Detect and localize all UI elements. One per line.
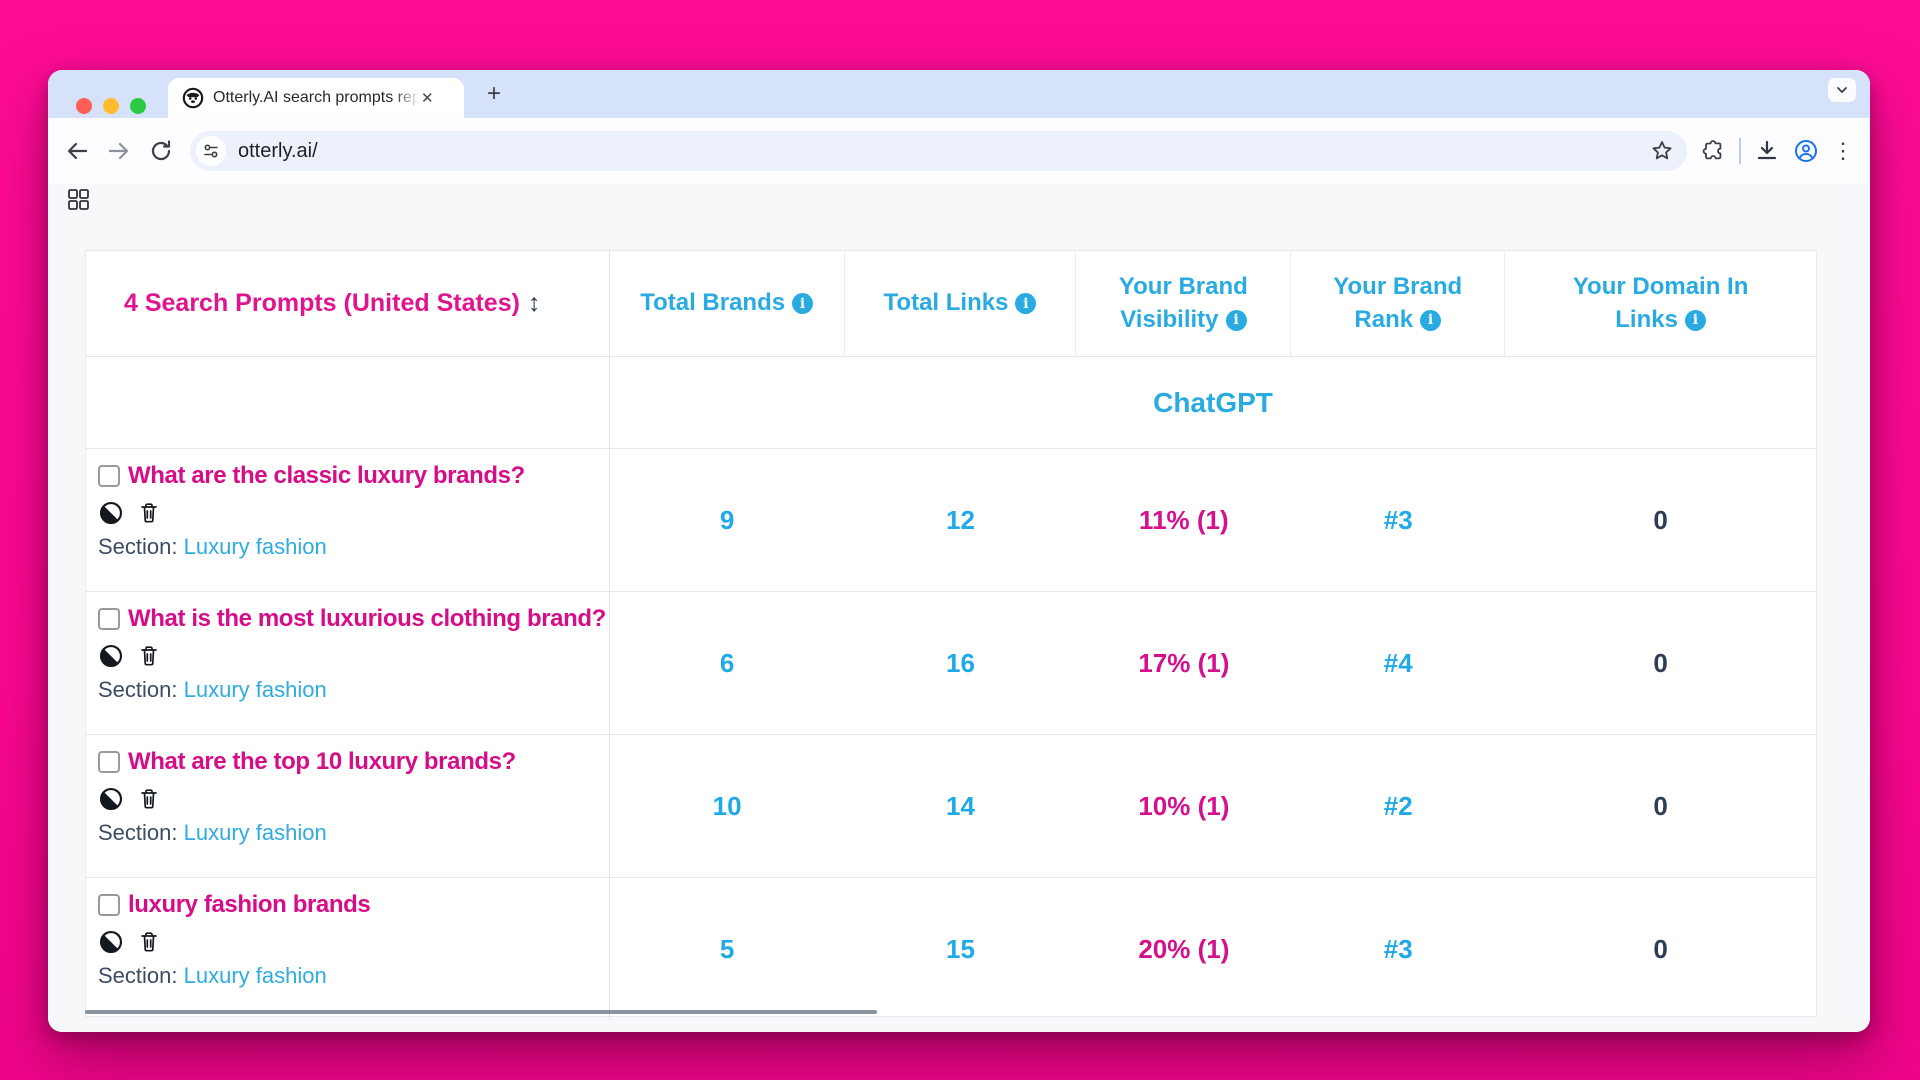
total-links-value[interactable]: 12 <box>946 504 975 535</box>
total-links-value[interactable]: 14 <box>946 790 975 821</box>
prompts-header-cell[interactable]: 4 Search Prompts (United States) ↕ <box>86 251 610 356</box>
table-row: luxury fashion brands S <box>86 878 1816 1020</box>
browser-toolbar: otterly.ai/ ⋮ <box>48 118 1870 184</box>
traffic-light-close-button[interactable] <box>76 98 92 114</box>
info-icon[interactable]: i <box>1015 293 1037 315</box>
header-brand-rank: Your Brand Rank i <box>1291 251 1506 356</box>
browser-window: Otterly.AI search prompts rep ✕ + <box>48 70 1870 1032</box>
section-link[interactable]: Luxury fashion <box>183 963 327 988</box>
back-button[interactable] <box>64 138 90 164</box>
traffic-light-minimize-button[interactable] <box>103 98 119 114</box>
table-row: What are the top 10 luxury brands? <box>86 735 1816 878</box>
brand-visibility-value[interactable]: 10% (1) <box>1138 790 1230 821</box>
total-brands-value[interactable]: 5 <box>719 933 735 964</box>
browser-tab[interactable]: Otterly.AI search prompts rep ✕ <box>168 78 464 118</box>
info-icon[interactable]: i <box>792 293 814 315</box>
table-row: What is the most luxurious clothing bran… <box>86 592 1816 735</box>
row-checkbox[interactable] <box>98 894 120 916</box>
horizontal-scrollbar-thumb[interactable] <box>85 1010 877 1014</box>
brand-rank-value[interactable]: #4 <box>1383 647 1413 678</box>
site-settings-icon[interactable] <box>196 136 226 166</box>
brand-visibility-value[interactable]: 17% (1) <box>1138 647 1230 678</box>
section-link[interactable]: Luxury fashion <box>183 534 327 559</box>
trash-icon[interactable] <box>137 930 161 954</box>
engine-banner-row: ChatGPT <box>86 357 1816 449</box>
trash-icon[interactable] <box>137 787 161 811</box>
total-brands-value[interactable]: 10 <box>712 790 742 821</box>
prompts-table: 4 Search Prompts (United States) ↕ Total… <box>85 250 1817 1020</box>
brand-rank-value[interactable]: #2 <box>1383 790 1413 821</box>
brand-visibility-value[interactable]: 20% (1) <box>1138 933 1230 964</box>
toolbar-separator <box>1739 138 1741 164</box>
otterly-favicon-icon <box>182 87 204 109</box>
total-links-value[interactable]: 15 <box>946 933 975 964</box>
domain-in-links-value: 0 <box>1653 933 1668 964</box>
section-line: Section: Luxury fashion <box>98 820 327 845</box>
contrast-circle-icon[interactable] <box>98 500 124 526</box>
chevron-down-icon <box>1837 87 1847 94</box>
new-tab-button[interactable]: + <box>486 80 501 107</box>
forward-button[interactable] <box>106 138 132 164</box>
domain-in-links-value: 0 <box>1653 647 1668 678</box>
info-icon[interactable]: i <box>1225 309 1247 331</box>
total-links-value[interactable]: 16 <box>946 647 975 678</box>
section-line: Section: Luxury fashion <box>98 963 327 988</box>
info-icon[interactable]: i <box>1684 309 1706 331</box>
tab-strip-chevron-button[interactable] <box>1828 78 1856 102</box>
row-checkbox[interactable] <box>98 608 120 630</box>
address-bar[interactable]: otterly.ai/ <box>190 131 1687 171</box>
browser-menu-icon[interactable]: ⋮ <box>1832 138 1854 163</box>
domain-in-links-value: 0 <box>1653 790 1668 821</box>
section-line: Section: Luxury fashion <box>98 677 327 702</box>
contrast-circle-icon[interactable] <box>98 643 124 669</box>
prompt-title[interactable]: luxury fashion brands <box>128 891 371 918</box>
profile-avatar-icon[interactable] <box>1793 138 1819 164</box>
brand-rank-value[interactable]: #3 <box>1383 933 1413 964</box>
header-total-brands: Total Brands i <box>610 251 845 356</box>
prompt-title[interactable]: What is the most luxurious clothing bran… <box>128 605 606 632</box>
bookmark-star-icon[interactable] <box>1649 138 1675 164</box>
contrast-circle-icon[interactable] <box>98 786 124 812</box>
total-brands-value[interactable]: 9 <box>719 504 735 535</box>
tab-strip: Otterly.AI search prompts rep ✕ + <box>48 70 1870 118</box>
table-header-row: 4 Search Prompts (United States) ↕ Total… <box>86 251 1816 357</box>
prompt-title[interactable]: What are the top 10 luxury brands? <box>128 748 516 775</box>
domain-in-links-value: 0 <box>1653 504 1668 535</box>
contrast-circle-icon[interactable] <box>98 929 124 955</box>
engine-banner-label: ChatGPT <box>1153 386 1273 418</box>
brand-visibility-value[interactable]: 11% (1) <box>1139 504 1229 535</box>
reload-button[interactable] <box>148 138 174 164</box>
info-icon[interactable]: i <box>1420 309 1442 331</box>
traffic-light-maximize-button[interactable] <box>130 98 146 114</box>
header-total-links: Total Links i <box>845 251 1077 356</box>
header-domain-in-links: Your Domain In Links i <box>1572 273 1749 333</box>
tab-title: Otterly.AI search prompts rep <box>213 89 419 106</box>
extensions-icon[interactable] <box>1700 138 1726 164</box>
prompts-header-label: 4 Search Prompts (United States) <box>124 289 520 317</box>
sort-icon[interactable]: ↕ <box>527 289 541 317</box>
header-brand-visibility: Your Brand Visibility i <box>1076 251 1292 356</box>
row-checkbox[interactable] <box>98 751 120 773</box>
trash-icon[interactable] <box>137 501 161 525</box>
total-brands-value[interactable]: 6 <box>719 647 735 678</box>
brand-rank-value[interactable]: #3 <box>1383 504 1413 535</box>
row-checkbox[interactable] <box>98 465 120 487</box>
table-row: What are the classic luxury brands? <box>86 449 1816 592</box>
prompt-title[interactable]: What are the classic luxury brands? <box>128 462 525 489</box>
tab-close-icon[interactable]: ✕ <box>421 90 434 107</box>
section-link[interactable]: Luxury fashion <box>183 677 327 702</box>
section-line: Section: Luxury fashion <box>98 534 327 559</box>
downloads-icon[interactable] <box>1754 138 1780 164</box>
trash-icon[interactable] <box>137 644 161 668</box>
webpage: 4 Search Prompts (United States) ↕ Total… <box>48 184 1870 1032</box>
apps-grid-icon[interactable] <box>66 187 92 213</box>
section-link[interactable]: Luxury fashion <box>183 820 327 845</box>
url-text[interactable]: otterly.ai/ <box>238 139 318 162</box>
